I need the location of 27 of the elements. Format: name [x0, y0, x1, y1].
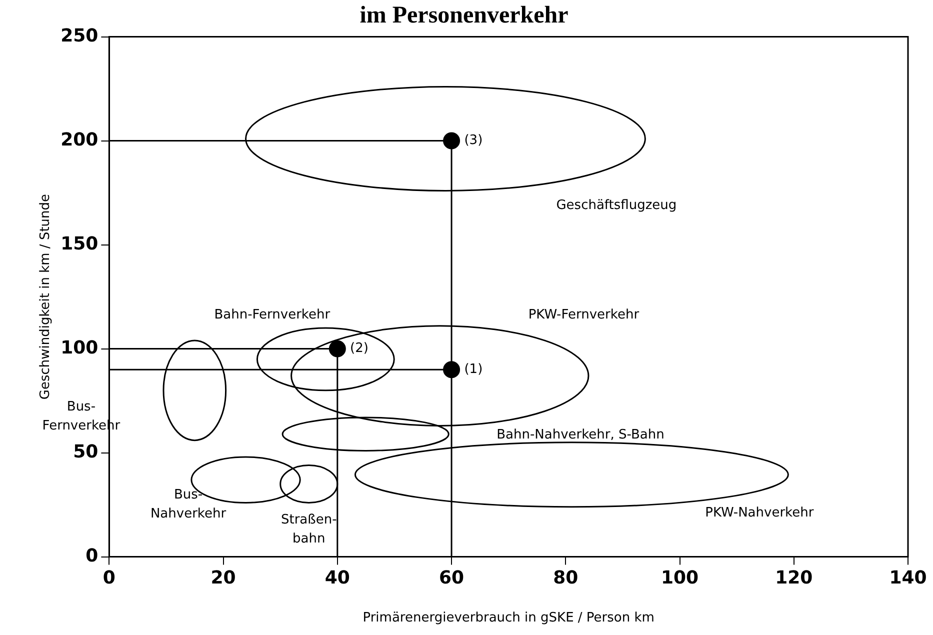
- x-axis-title: Primärenergieverbrauch in gSKE / Person km: [362, 610, 654, 626]
- annotation: (2): [350, 341, 368, 356]
- y-tick-label: 50: [73, 441, 98, 462]
- x-tick-label: 40: [324, 567, 350, 588]
- x-tick-label: 60: [438, 567, 464, 588]
- y-tick-label: 200: [60, 129, 98, 150]
- annotation: Bus- Nahverkehr: [150, 488, 227, 522]
- annotation: PKW-Fernverkehr: [528, 307, 640, 322]
- y-tick-label: 250: [60, 25, 98, 46]
- x-tick-label: 100: [660, 567, 699, 588]
- y-axis-title: Geschwindigkeit in km / Stunde: [38, 194, 54, 400]
- annotation: Straßen- bahn: [280, 512, 338, 547]
- y-tick-label: 100: [60, 337, 98, 358]
- chart-title: im Personenverkehr: [360, 2, 569, 29]
- x-tick-label: 0: [102, 567, 116, 588]
- x-tick-label: 20: [210, 567, 236, 588]
- x-tick-label: 120: [775, 567, 813, 588]
- annotation: PKW-Nahverkehr: [705, 505, 814, 520]
- annotation: Bahn-Nahverkehr, S-Bahn: [496, 427, 664, 442]
- annotation: Geschäftsflugzeug: [556, 198, 677, 214]
- y-tick-label: 150: [60, 233, 98, 254]
- annotation: (1): [464, 362, 483, 377]
- annotation: (3): [464, 133, 483, 148]
- x-tick-label: 140: [889, 567, 927, 588]
- y-tick-label: 0: [86, 545, 98, 566]
- annotation: Bahn-Fernverkehr: [214, 307, 331, 322]
- x-tick-label: 80: [553, 567, 578, 588]
